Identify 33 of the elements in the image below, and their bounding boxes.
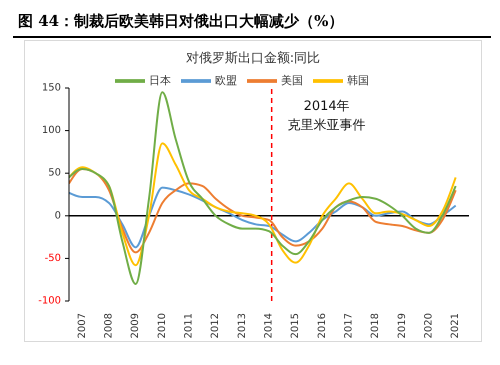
- annotation: 克里米亚事件: [288, 118, 366, 133]
- annotation: 2014年: [304, 99, 350, 114]
- legend-label: 美国: [281, 74, 303, 88]
- chart-subtitle: 对俄罗斯出口金额:同比: [184, 50, 322, 67]
- x-tick-label: 2017: [344, 313, 354, 338]
- y-tick-label: 100: [42, 125, 61, 136]
- line-series: [69, 91, 457, 285]
- x-tick-label: 2010: [156, 313, 168, 338]
- x-tick-label: 2007: [76, 313, 88, 338]
- x-tick-label: 2012: [210, 313, 222, 338]
- y-tick-label: 0: [54, 210, 61, 222]
- y-tick-label: 50: [48, 168, 61, 179]
- y-tick-label: 150: [42, 82, 61, 94]
- x-tick-label: 2015: [290, 313, 302, 338]
- chart-title: 图 44：制裁后欧美韩日对俄出口大幅减少（%）: [18, 12, 344, 31]
- legend-label: 韩国: [347, 74, 369, 88]
- legend-label: 欧盟: [215, 74, 237, 88]
- y-tick-label: -50: [44, 252, 61, 264]
- x-tick-label: 2009: [130, 313, 142, 338]
- x-tick-label: 2011: [184, 313, 194, 338]
- y-tick-label: -100: [38, 296, 61, 306]
- legend-label: 日本: [149, 74, 171, 88]
- line-series: [69, 168, 457, 254]
- x-tick-label: 2019: [396, 313, 408, 338]
- x-tick-label: 2013: [236, 313, 248, 338]
- line-series: [69, 142, 457, 266]
- x-tick-label: 2016: [316, 313, 328, 338]
- x-tick-label: 2008: [104, 313, 114, 338]
- x-tick-label: 2020: [424, 313, 434, 338]
- x-tick-label: 2018: [370, 313, 382, 338]
- x-tick-label: 2021: [450, 313, 462, 338]
- line-series: [69, 186, 457, 248]
- x-tick-label: 2014: [264, 313, 274, 338]
